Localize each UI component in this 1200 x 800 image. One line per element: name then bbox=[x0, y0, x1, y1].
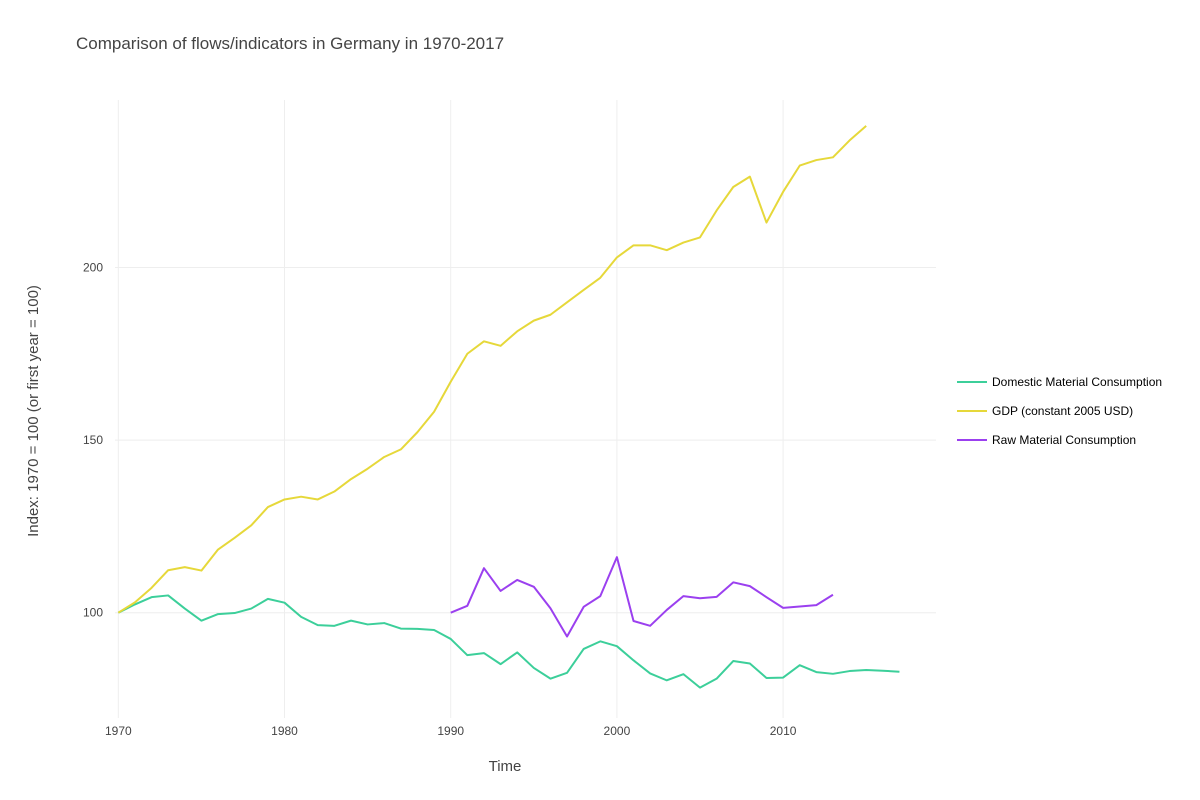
y-tick-label: 100 bbox=[83, 606, 103, 620]
legend-item-domestic-material-consumption[interactable]: Domestic Material Consumption bbox=[957, 375, 1162, 389]
y-tick-label: 200 bbox=[83, 260, 103, 274]
grid bbox=[115, 100, 936, 718]
x-tick-label: 1980 bbox=[271, 724, 298, 738]
series-line-gdp-constant-2005-usd bbox=[117, 125, 867, 614]
legend-item-raw-material-consumption[interactable]: Raw Material Consumption bbox=[957, 433, 1136, 447]
series-lines bbox=[117, 125, 900, 689]
legend[interactable]: Domestic Material Consumption GDP (consta… bbox=[957, 375, 1162, 447]
x-tick-label: 2010 bbox=[770, 724, 797, 738]
y-axis-title: Index: 1970 = 100 (or first year = 100) bbox=[25, 285, 42, 537]
legend-label: Raw Material Consumption bbox=[992, 433, 1136, 447]
series-line-raw-material-consumption bbox=[450, 556, 834, 638]
y-axis-ticks: 100 150 200 bbox=[83, 260, 103, 619]
y-tick-label: 150 bbox=[83, 433, 103, 447]
x-axis-ticks: 1970 1980 1990 2000 2010 bbox=[105, 724, 797, 738]
legend-label: GDP (constant 2005 USD) bbox=[992, 404, 1133, 418]
x-tick-label: 1990 bbox=[437, 724, 464, 738]
legend-label: Domestic Material Consumption bbox=[992, 375, 1162, 389]
chart-title: Comparison of flows/indicators in German… bbox=[76, 34, 505, 53]
x-tick-label: 2000 bbox=[604, 724, 631, 738]
legend-item-gdp-constant-2005-usd[interactable]: GDP (constant 2005 USD) bbox=[957, 404, 1133, 418]
series-line-domestic-material-consumption bbox=[117, 594, 900, 689]
x-axis-title: Time bbox=[489, 758, 522, 775]
x-tick-label: 1970 bbox=[105, 724, 132, 738]
